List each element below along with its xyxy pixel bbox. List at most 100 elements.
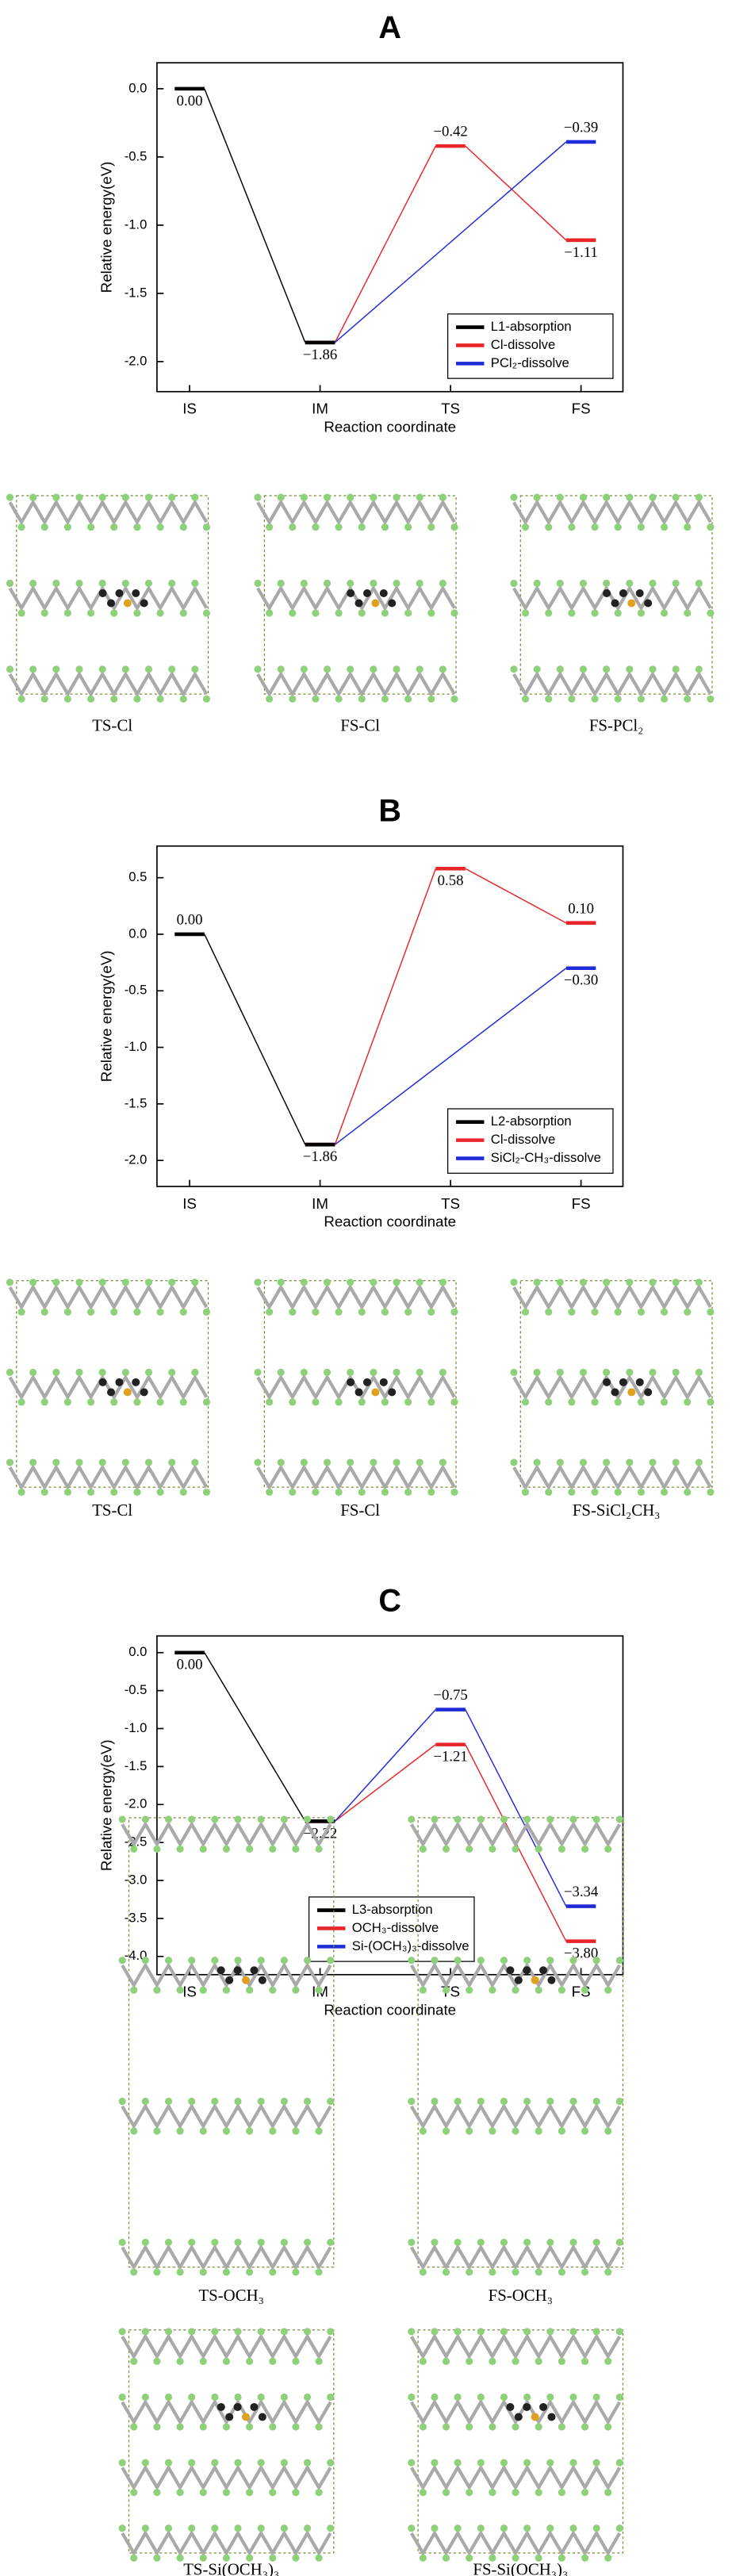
- atom: [510, 1278, 518, 1286]
- atom: [381, 695, 389, 703]
- atom: [168, 493, 176, 501]
- atom: [335, 609, 343, 617]
- atom: [17, 523, 25, 531]
- atom: [246, 2554, 254, 2562]
- atom: [40, 1398, 48, 1406]
- ligand-atom: [250, 2402, 259, 2411]
- atom: [312, 609, 320, 617]
- atom: [419, 1845, 427, 1853]
- atom: [133, 609, 141, 617]
- atom: [98, 493, 106, 501]
- ligand-atom: [258, 1976, 266, 1984]
- atom: [17, 1308, 25, 1316]
- atom: [466, 1845, 473, 1853]
- atom: [191, 493, 199, 501]
- atom: [303, 2238, 312, 2246]
- atom: [191, 665, 199, 673]
- x-tick-label: IM: [312, 401, 328, 417]
- atom: [581, 1845, 589, 1853]
- atom: [512, 2127, 519, 2135]
- atom: [521, 609, 530, 617]
- y-tick-label: -2.0: [125, 1152, 148, 1167]
- atom: [649, 579, 657, 588]
- atom: [558, 2554, 565, 2562]
- atom: [649, 1368, 657, 1376]
- atom: [110, 695, 118, 703]
- atom: [87, 1488, 95, 1496]
- atom: [604, 1986, 612, 1994]
- atom: [523, 1957, 531, 1965]
- atom: [466, 2127, 473, 2135]
- atom: [439, 1278, 446, 1286]
- atom: [568, 1488, 576, 1496]
- atom: [408, 2097, 416, 2106]
- atom: [581, 2357, 589, 2365]
- structure-image: [408, 1815, 624, 2276]
- legend-label: Si-(OCH₃)₃-dissolve: [352, 1938, 469, 1953]
- atom: [500, 1815, 508, 1823]
- atom: [6, 493, 14, 501]
- atom: [141, 2097, 149, 2106]
- ligand-atom: [379, 588, 388, 597]
- atom: [121, 493, 129, 501]
- atom: [431, 2459, 439, 2467]
- atom: [439, 493, 446, 501]
- lattice-bonds: [121, 2103, 332, 2129]
- atom: [327, 2393, 335, 2402]
- structure-caption: FS-Cl: [340, 1501, 380, 1520]
- plot-frame: [156, 62, 624, 393]
- atom: [118, 1957, 126, 1965]
- atom: [246, 2357, 254, 2365]
- atom: [569, 2238, 577, 2246]
- atom: [684, 1308, 692, 1316]
- ligand-atom: [225, 2413, 234, 2421]
- atom: [110, 1398, 118, 1406]
- atom: [523, 1815, 531, 1823]
- atom: [292, 2127, 300, 2135]
- atom: [592, 2524, 600, 2532]
- connector: [465, 1709, 567, 1907]
- atom: [558, 2268, 565, 2276]
- ligand-atom: [531, 1976, 539, 1984]
- atom: [521, 1488, 530, 1496]
- y-tick-label: -1.5: [125, 285, 148, 300]
- structure-frame: [16, 1280, 209, 1488]
- y-tick-label: -1.0: [125, 1039, 148, 1054]
- atom: [63, 1308, 72, 1316]
- atom: [164, 2393, 173, 2402]
- atom: [545, 1488, 553, 1496]
- atom: [292, 2268, 300, 2276]
- value-label: −0.39: [564, 120, 598, 136]
- atom: [416, 665, 423, 673]
- atom: [500, 2328, 508, 2336]
- atom: [431, 1815, 439, 1823]
- atom: [533, 1368, 541, 1376]
- legend-label: PCl₂-dissolve: [491, 355, 569, 370]
- atom: [358, 609, 366, 617]
- atom: [168, 1459, 176, 1466]
- lattice-bonds: [512, 1464, 712, 1491]
- lattice-bonds: [409, 2529, 622, 2557]
- atom: [442, 2357, 450, 2365]
- atom: [477, 1815, 485, 1823]
- structure-caption: FS-PCl₂: [589, 716, 644, 735]
- atom: [546, 2328, 554, 2336]
- atom: [614, 1398, 622, 1406]
- atom: [289, 1488, 297, 1496]
- atom: [188, 1815, 196, 1823]
- atom: [442, 2554, 450, 2562]
- atom: [707, 1308, 715, 1316]
- atom: [404, 1308, 412, 1316]
- atom: [257, 1815, 265, 1823]
- atom: [300, 665, 308, 673]
- atom: [546, 1957, 554, 1965]
- structure-frame: [128, 1817, 335, 2268]
- atom: [257, 2238, 265, 2246]
- atom: [269, 1986, 277, 1994]
- atom: [439, 665, 446, 673]
- atom: [168, 579, 176, 588]
- atom: [684, 695, 692, 703]
- atom: [312, 1308, 320, 1316]
- atom: [87, 1308, 95, 1316]
- y-tick-label: 0.0: [128, 1644, 147, 1659]
